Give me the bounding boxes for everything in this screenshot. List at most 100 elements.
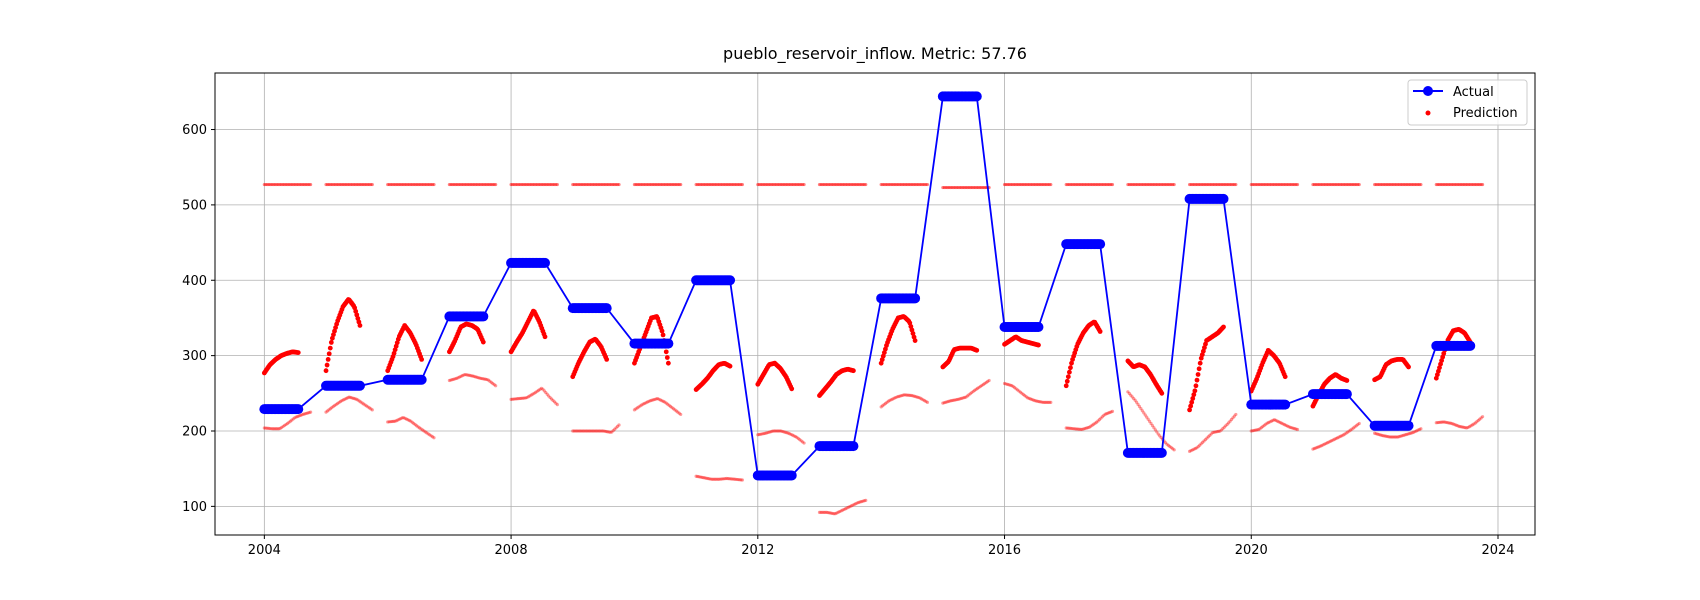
prediction-point (1406, 364, 1411, 370)
prediction-lower-point (432, 436, 436, 440)
prediction-lower-point (776, 429, 780, 433)
prediction-lower-point (1416, 428, 1420, 432)
prediction-lower-point (1470, 423, 1475, 427)
prediction-lower-point (704, 476, 708, 480)
prediction-lower-point (1351, 426, 1356, 430)
prediction-lower-point (1228, 419, 1232, 423)
prediction-lower-point (638, 404, 642, 408)
prediction-lower-point (957, 397, 961, 401)
prediction-lower-point (452, 377, 456, 381)
y-tick-label: 500 (182, 198, 207, 213)
prediction-lower-point (896, 394, 901, 399)
prediction-lower-point (297, 414, 301, 418)
prediction-lower-point (387, 420, 391, 424)
prediction-lower-point (859, 500, 864, 504)
prediction-lower-point (1282, 423, 1287, 427)
prediction-lower-point (457, 375, 462, 379)
prediction-lower-point (721, 477, 726, 481)
prediction-lower-point (1008, 383, 1012, 387)
prediction-lower-point (1284, 423, 1288, 427)
legend-actual-label: Actual (1453, 85, 1494, 100)
prediction-lower-point (611, 429, 615, 433)
prediction-lower-point (783, 430, 787, 434)
prediction-upper-point (1295, 182, 1300, 187)
prediction-lower-point (394, 419, 398, 423)
prediction-lower-point (1171, 447, 1175, 451)
prediction-point (789, 386, 795, 392)
prediction-upper-point (494, 182, 498, 187)
prediction-lower-point (962, 395, 967, 400)
prediction-lower-point (551, 398, 555, 402)
prediction-lower-point (1014, 387, 1018, 391)
prediction-lower-point (1452, 422, 1456, 426)
prediction-lower-point (486, 378, 491, 382)
actual-point (1465, 340, 1476, 351)
prediction-lower-point (655, 396, 660, 401)
prediction-lower-point (1187, 449, 1192, 453)
prediction-lower-point (901, 393, 905, 397)
prediction-lower-point (1396, 435, 1400, 439)
prediction-lower-point (1153, 428, 1157, 432)
prediction-lower-point (645, 400, 650, 404)
chart-title: pueblo_reservoir_inflow. Metric: 57.76 (723, 44, 1027, 64)
y-tick-label: 600 (182, 123, 207, 138)
prediction-lower-point (1024, 395, 1028, 399)
prediction-lower-point (1134, 400, 1139, 404)
prediction-lower-point (825, 510, 829, 514)
prediction-lower-point (1324, 441, 1328, 446)
prediction-lower-point (849, 504, 853, 508)
prediction-lower-point (1413, 429, 1417, 434)
prediction-lower-point (788, 432, 792, 436)
prediction-lower-point (984, 380, 988, 385)
prediction-lower-point (615, 424, 620, 428)
prediction-point (480, 339, 486, 345)
prediction-lower-point (1457, 424, 1462, 429)
prediction-lower-point (265, 426, 269, 430)
prediction-lower-point (1218, 429, 1222, 433)
prediction-lower-point (949, 399, 954, 403)
prediction-lower-point (1253, 428, 1258, 432)
prediction-lower-point (1290, 426, 1294, 430)
prediction-lower-point (889, 398, 893, 402)
actual-series (259, 91, 1476, 481)
x-tick-label: 2012 (741, 543, 774, 558)
prediction-upper-point (1480, 182, 1485, 187)
prediction-lower-point (518, 396, 522, 401)
prediction-lower-point (574, 429, 578, 433)
prediction-lower-point (1344, 431, 1348, 435)
prediction-lower-point (483, 377, 488, 381)
prediction-lower-point (1040, 400, 1044, 404)
prediction-lower-point (965, 394, 970, 398)
prediction-lower-point (663, 400, 667, 404)
prediction-lower-point (1315, 445, 1319, 449)
prediction-lower-point (1165, 442, 1169, 446)
prediction-lower-point (576, 429, 581, 433)
actual-point (725, 275, 736, 286)
legend-prediction-marker (1425, 110, 1431, 116)
prediction-point (1196, 366, 1202, 372)
prediction-lower-point (1152, 426, 1156, 430)
prediction-lower-point (886, 399, 890, 403)
prediction-lower-point (334, 402, 338, 407)
prediction-lower-point (881, 404, 885, 408)
prediction-lower-point (1462, 425, 1466, 429)
prediction-lower-point (1437, 420, 1441, 425)
prediction-lower-point (468, 373, 472, 378)
prediction-lower-point (772, 429, 776, 433)
prediction-lower-point (356, 398, 360, 402)
actual-point (848, 441, 859, 452)
prediction-lower-point (846, 505, 850, 509)
prediction-lower-point (422, 429, 426, 433)
prediction-lower-point (280, 425, 284, 430)
prediction-point (659, 328, 665, 334)
prediction-lower-point (1208, 433, 1212, 437)
prediction-lower-point (327, 408, 331, 412)
prediction-lower-point (912, 394, 917, 398)
prediction-lower-point (489, 380, 493, 384)
prediction-lower-point (1328, 439, 1332, 443)
prediction-lower-point (855, 501, 859, 505)
prediction-lower-point (1033, 399, 1037, 403)
prediction-lower-point (1107, 410, 1112, 415)
prediction-lower-point (579, 429, 584, 433)
prediction-lower-point (1005, 382, 1010, 386)
